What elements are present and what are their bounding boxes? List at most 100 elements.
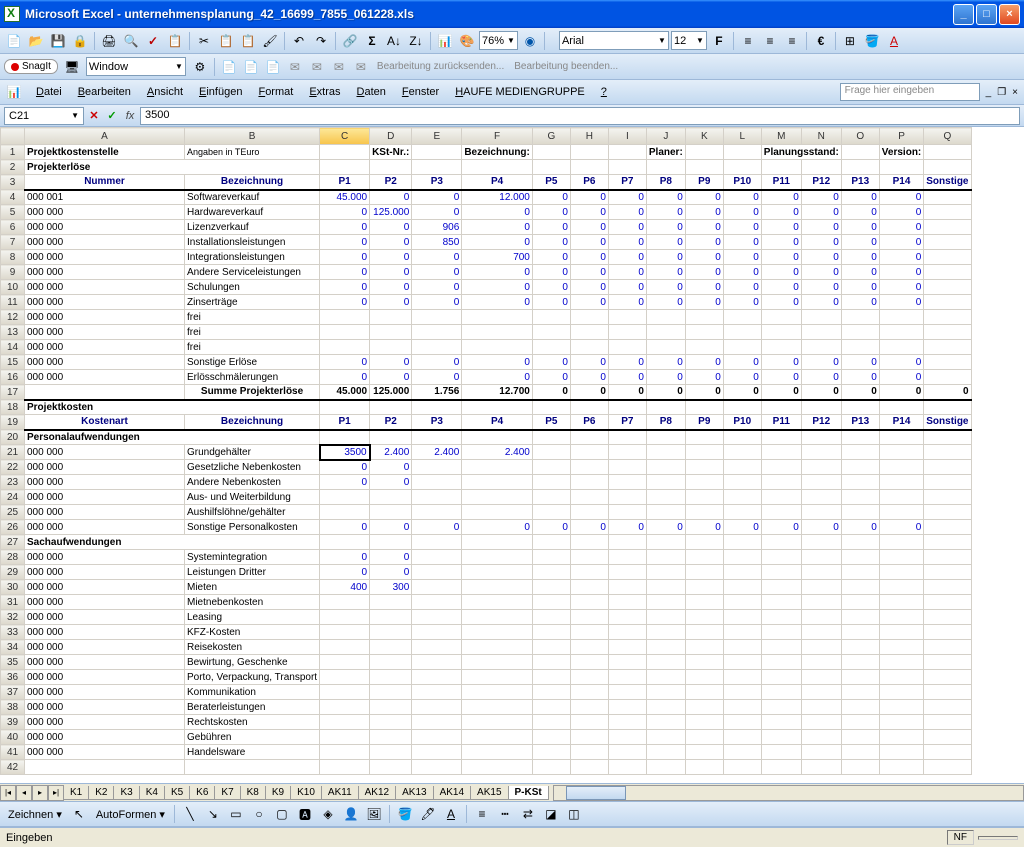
wb-restore-icon[interactable]: ❐ <box>995 87 1008 98</box>
draw-menu[interactable]: Zeichnen ▾ <box>4 808 66 821</box>
open-icon[interactable]: 📂 <box>26 31 46 51</box>
fill-color-icon[interactable]: 🪣 <box>862 31 882 51</box>
tab-first-icon[interactable]: |◂ <box>0 785 16 801</box>
new-icon[interactable]: 📄 <box>4 31 24 51</box>
spell-icon[interactable]: ✓ <box>143 31 163 51</box>
currency-icon[interactable]: € <box>811 31 831 51</box>
review-icon-5[interactable]: ✉ <box>307 57 327 77</box>
tab-prev-icon[interactable]: ◂ <box>16 785 32 801</box>
menu-extras[interactable]: Extras <box>301 84 348 100</box>
bold-icon[interactable]: F <box>709 31 729 51</box>
formula-input[interactable]: 3500 <box>140 107 1020 125</box>
menu-daten[interactable]: Daten <box>349 84 394 100</box>
review-icon-6[interactable]: ✉ <box>329 57 349 77</box>
cancel-entry-icon[interactable]: ✕ <box>86 109 102 122</box>
zoom-dropdown[interactable]: 76%▼ <box>479 31 518 50</box>
review-end-label[interactable]: Bearbeitung beenden... <box>510 61 622 72</box>
sheet-tab-P-KSt[interactable]: P-KSt <box>508 786 549 800</box>
line-icon[interactable]: ╲ <box>180 804 200 824</box>
sheet-tab-K7[interactable]: K7 <box>214 786 240 800</box>
hyperlink-icon[interactable]: 🔗 <box>340 31 360 51</box>
align-right-icon[interactable]: ≡ <box>782 31 802 51</box>
select-objects-icon[interactable]: ↖ <box>69 804 89 824</box>
sheet-tab-AK12[interactable]: AK12 <box>358 786 396 800</box>
arrow-icon[interactable]: ↘ <box>203 804 223 824</box>
worksheet-grid[interactable]: ABCDEFGHIJKLMNOPQ1ProjektkostenstelleAng… <box>0 127 1024 783</box>
paste-icon[interactable]: 📋 <box>238 31 258 51</box>
snagit-button[interactable]: SnagIt <box>4 59 58 74</box>
wordart-icon[interactable]: 🅰 <box>295 804 315 824</box>
sheet-tab-AK11[interactable]: AK11 <box>321 786 359 800</box>
picture-icon[interactable]: 🖼 <box>364 804 384 824</box>
font-color-draw-icon[interactable]: A <box>441 804 461 824</box>
rectangle-icon[interactable]: ▭ <box>226 804 246 824</box>
snagit-mode-dropdown[interactable]: Window▼ <box>86 57 186 76</box>
review-icon-1[interactable]: 📄 <box>219 57 239 77</box>
dash-style-icon[interactable]: ┅ <box>495 804 515 824</box>
sort-desc-icon[interactable]: Z↓ <box>406 31 426 51</box>
sheet-tab-K1[interactable]: K1 <box>63 786 89 800</box>
menu-?[interactable]: ? <box>593 84 615 100</box>
shadow-icon[interactable]: ◪ <box>541 804 561 824</box>
menu-fenster[interactable]: Fenster <box>394 84 447 100</box>
save-icon[interactable]: 💾 <box>48 31 68 51</box>
tab-last-icon[interactable]: ▸| <box>48 785 64 801</box>
oval-icon[interactable]: ○ <box>249 804 269 824</box>
sheet-tab-K6[interactable]: K6 <box>189 786 215 800</box>
menu-datei[interactable]: Datei <box>28 84 70 100</box>
review-icon-2[interactable]: 📄 <box>241 57 261 77</box>
help-icon[interactable]: ◉ <box>520 31 540 51</box>
review-icon-7[interactable]: ✉ <box>351 57 371 77</box>
3d-icon[interactable]: ◫ <box>564 804 584 824</box>
minimize-button[interactable]: _ <box>953 4 974 25</box>
sort-asc-icon[interactable]: A↓ <box>384 31 404 51</box>
borders-icon[interactable]: ⊞ <box>840 31 860 51</box>
line-style-icon[interactable]: ≡ <box>472 804 492 824</box>
chart-icon[interactable]: 📊 <box>435 31 455 51</box>
sheet-tab-K9[interactable]: K9 <box>265 786 291 800</box>
clipart-icon[interactable]: 👤 <box>341 804 361 824</box>
fill-color-draw-icon[interactable]: 🪣 <box>395 804 415 824</box>
confirm-entry-icon[interactable]: ✓ <box>104 109 120 122</box>
review-icon-4[interactable]: ✉ <box>285 57 305 77</box>
snagit-settings-icon[interactable]: ⚙ <box>190 57 210 77</box>
undo-icon[interactable]: ↶ <box>289 31 309 51</box>
help-search-input[interactable]: Frage hier eingeben <box>840 83 980 101</box>
menu-einfügen[interactable]: Einfügen <box>191 84 250 100</box>
menu-ansicht[interactable]: Ansicht <box>139 84 191 100</box>
menu-haufe mediengruppe[interactable]: HAUFE MEDIENGRUPPE <box>447 84 593 100</box>
sheet-tab-K4[interactable]: K4 <box>139 786 165 800</box>
drawing-icon[interactable]: 🎨 <box>457 31 477 51</box>
fx-icon[interactable]: fx <box>122 110 138 122</box>
sheet-tab-K5[interactable]: K5 <box>164 786 190 800</box>
sheet-tab-AK15[interactable]: AK15 <box>470 786 508 800</box>
maximize-button[interactable]: □ <box>976 4 997 25</box>
sheet-tab-AK14[interactable]: AK14 <box>433 786 471 800</box>
redo-icon[interactable]: ↷ <box>311 31 331 51</box>
research-icon[interactable]: 📋 <box>165 31 185 51</box>
name-box[interactable]: C21▼ <box>4 107 84 125</box>
cut-icon[interactable]: ✂ <box>194 31 214 51</box>
review-return-label[interactable]: Bearbeitung zurücksenden... <box>373 61 508 72</box>
font-color-icon[interactable]: A <box>884 31 904 51</box>
copy-icon[interactable]: 📋 <box>216 31 236 51</box>
autoshapes-menu[interactable]: AutoFormen ▾ <box>92 808 169 821</box>
autosum-icon[interactable]: Σ <box>362 31 382 51</box>
horizontal-scrollbar[interactable] <box>553 785 1024 801</box>
align-left-icon[interactable]: ≡ <box>738 31 758 51</box>
review-icon-3[interactable]: 📄 <box>263 57 283 77</box>
sheet-tab-K2[interactable]: K2 <box>88 786 114 800</box>
wb-minimize-icon[interactable]: _ <box>984 87 994 98</box>
preview-icon[interactable]: 🔍 <box>121 31 141 51</box>
format-painter-icon[interactable]: 🖌 <box>260 31 280 51</box>
menu-bearbeiten[interactable]: Bearbeiten <box>70 84 139 100</box>
line-color-icon[interactable]: 🖊 <box>418 804 438 824</box>
align-center-icon[interactable]: ≡ <box>760 31 780 51</box>
permission-icon[interactable]: 🔒 <box>70 31 90 51</box>
close-button[interactable]: × <box>999 4 1020 25</box>
wb-close-icon[interactable]: × <box>1010 87 1020 98</box>
app-icon[interactable]: 📊 <box>4 82 24 102</box>
sheet-tab-AK13[interactable]: AK13 <box>395 786 433 800</box>
font-size-dropdown[interactable]: 12▼ <box>671 31 707 50</box>
print-icon[interactable]: 🖨 <box>99 31 119 51</box>
